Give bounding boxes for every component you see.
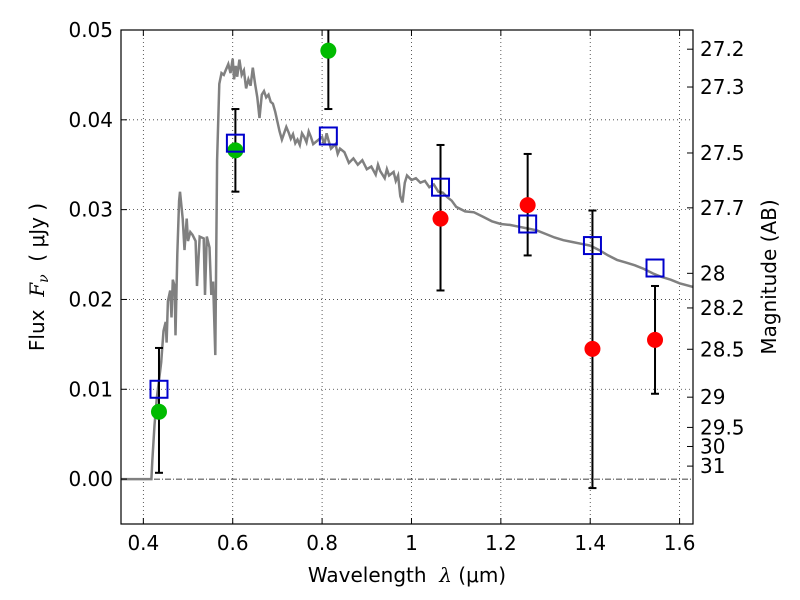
y-tick-label-1: 0.01 — [68, 377, 113, 401]
y-axis-label-prefix: Flux — [25, 297, 49, 351]
magnitude-tick-label-3: 27.7 — [700, 196, 745, 220]
x-tick-label-2: 0.8 — [306, 531, 338, 555]
magnitude-tick-label-7: 29 — [700, 385, 725, 409]
model-photometry-square-2 — [318, 126, 338, 146]
y-axis-label-symbol: F — [25, 282, 49, 298]
x-axis-label-prefix: Wavelength — [308, 563, 439, 587]
y-axis-ticks: 0.00 0.01 0.02 0.03 0.04 0.05 — [68, 18, 127, 491]
observed-point-0 — [150, 403, 167, 420]
x-tick-label-5: 1.4 — [574, 531, 606, 555]
magnitude-tick-label-4: 28 — [700, 261, 725, 285]
magnitude-tick-label-6: 28.5 — [700, 337, 745, 361]
observed-point-6 — [647, 331, 664, 348]
y-axis-label: Flux Fν ( μJy ) — [25, 203, 52, 351]
model-photometry-square-0 — [149, 379, 169, 399]
magnitude-axis-label: Magnitude (AB) — [757, 199, 781, 354]
plot-frame — [120, 29, 694, 525]
x-tick-label-3: 1 — [405, 531, 418, 555]
y-tick-label-5: 0.05 — [68, 18, 113, 42]
x-tick-label-6: 1.6 — [664, 531, 696, 555]
model-sed-layer — [121, 58, 693, 481]
x-tick-label-4: 1.2 — [485, 531, 517, 555]
magnitude-tick-label-10: 31 — [700, 454, 725, 478]
x-axis-label-symbol: λ — [438, 563, 452, 587]
model-photometry-square-6 — [645, 258, 665, 278]
magnitude-tick-label-2: 27.5 — [700, 141, 745, 165]
magnitude-tick-label-9: 30 — [700, 434, 725, 458]
x-axis-label: Wavelength λ (μm) — [308, 563, 506, 587]
x-axis-ticks: 0.4 0.6 0.8 1 1.2 1.4 1.6 — [127, 30, 696, 555]
observed-point-1 — [227, 142, 244, 159]
model-photometry-square-3 — [431, 177, 451, 197]
model-photometry-square-5 — [582, 236, 602, 256]
observed-point-3 — [432, 210, 449, 227]
magnitude-tick-label-0: 27.2 — [700, 37, 745, 61]
observed-point-5 — [584, 340, 601, 357]
x-tick-label-0: 0.4 — [127, 531, 159, 555]
y-tick-label-4: 0.04 — [68, 108, 113, 132]
observed-point-2 — [320, 42, 337, 59]
model-photometry-square-4 — [518, 214, 538, 234]
magnitude-tick-label-1: 27.3 — [700, 75, 745, 99]
y-tick-label-3: 0.03 — [68, 198, 113, 222]
model-photometry-layer — [149, 126, 665, 399]
y-axis-label-subscript: ν — [36, 274, 52, 283]
x-axis-label-units: (μm) — [452, 563, 506, 587]
magnitude-tick-label-5: 28.2 — [700, 296, 745, 320]
x-tick-label-1: 0.6 — [217, 531, 249, 555]
y-tick-label-2: 0.02 — [68, 287, 113, 311]
observed-point-4 — [519, 197, 536, 214]
magnitude-tick-label-8: 29.5 — [700, 415, 745, 439]
model-sed-line — [121, 58, 693, 481]
y-tick-label-0: 0.00 — [68, 467, 113, 491]
y-axis-label-units: ( μJy ) — [25, 203, 49, 275]
observed-points-layer — [150, 42, 664, 420]
model-photometry-square-1 — [225, 133, 245, 153]
